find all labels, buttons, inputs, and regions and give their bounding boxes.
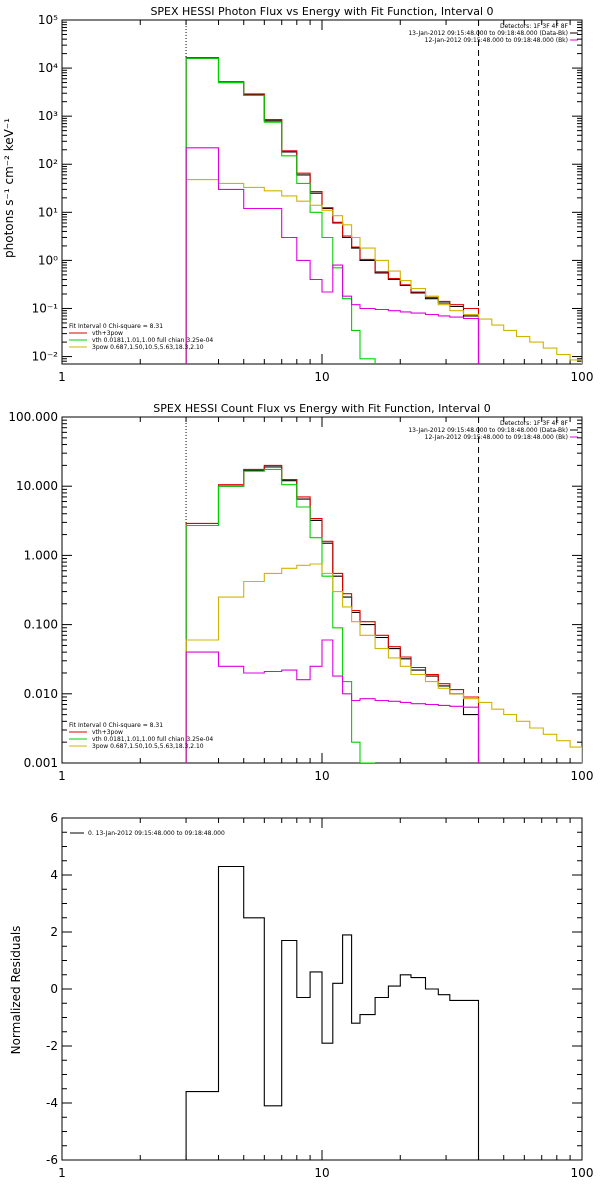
photon-y-tick-label: 10⁰: [38, 253, 58, 267]
resid-legend-entry: 0. 13-Jan-2012 09:15:48.000 to 09:18:48.…: [88, 830, 225, 837]
photon-legend-entry: 3pow 0.687,1.50,10.5,5.63,18.3,2.10: [92, 344, 204, 351]
photon-y-tick-label: 10¹: [38, 205, 58, 219]
photon-y-tick-label: 10⁻¹: [32, 301, 59, 315]
count-series-group: [185, 464, 582, 763]
count-y-tick-label: 10.000: [16, 479, 58, 493]
resid-y-tick-label: 6: [50, 811, 58, 825]
count-series-vth: [185, 468, 376, 763]
photon-series-group: [185, 57, 582, 364]
photon-x-tick-label: 1: [58, 370, 66, 384]
photon-legend-header: Fit Interval 0 Chi-square = 8.31: [69, 323, 163, 330]
count-chart-title: SPEX HESSI Count Flux vs Energy with Fit…: [153, 402, 490, 415]
photon-legend-entry: vth+3pow: [92, 330, 123, 337]
photon-flux-panel: SPEX HESSI Photon Flux vs Energy with Fi…: [2, 5, 593, 384]
photon-y-tick-label: 10²: [38, 157, 58, 171]
photon-series-bk: [185, 147, 480, 364]
count-legend-header: Fit Interval 0 Chi-square = 8.31: [69, 722, 163, 729]
photon-x-tick-label: 100: [571, 370, 594, 384]
resid-y-tick-label: 2: [50, 925, 58, 939]
resid-y-tick-label: 0: [50, 982, 58, 996]
count-y-tick-label: 1.000: [24, 548, 58, 562]
residuals-y-axis-label: Normalized Residuals: [9, 926, 23, 1055]
photon-y-tick-label: 10⁻²: [32, 350, 59, 364]
photon-series-3pow: [185, 179, 582, 364]
resid-x-tick-label: 10: [314, 1166, 329, 1180]
photon-header-line: Detectors: 1F 3F 4F 8F: [500, 23, 569, 30]
resid-x-tick-label: 1: [58, 1166, 66, 1180]
resid-x-tick-label: 100: [571, 1166, 594, 1180]
count-x-tick-label: 1: [58, 769, 66, 783]
resid-series-group: [185, 865, 480, 1160]
count-header-line: 12-Jan-2012 09:15:48.000 to 09:18:48.000…: [425, 434, 568, 441]
photon-y-tick-label: 10⁴: [38, 61, 58, 75]
count-legend-entry: vth 0.0181,1.01,1.00 full chian 3.25e-04: [92, 736, 213, 743]
residuals-panel: Normalized Residuals 1 10 100 -6 -4 -2 0 2 4 6 0. …: [9, 811, 593, 1180]
count-y-tick-label: 0.100: [24, 618, 58, 632]
count-header-line: Detectors: 1F 3F 4F 8F: [500, 420, 569, 427]
resid-y-tick-label: -2: [46, 1039, 58, 1053]
count-flux-panel: SPEX HESSI Count Flux vs Energy with Fit…: [8, 402, 593, 783]
resid-y-tick-label: 4: [50, 868, 58, 882]
photon-series-vth: [185, 57, 376, 364]
count-y-tick-label: 0.010: [24, 687, 58, 701]
count-series-vth-3pow: [185, 464, 480, 763]
resid-y-tick-label: -4: [46, 1096, 58, 1110]
photon-x-tick-label: 10: [314, 370, 329, 384]
count-y-tick-label: 100.000: [8, 410, 58, 424]
photon-header-line: 13-Jan-2012 09:15:48.000 to 09:18:48.000…: [408, 30, 568, 37]
count-series-bk: [185, 639, 480, 763]
resid-series-residuals: [185, 865, 480, 1160]
photon-y-axis-label: photons s⁻¹ cm⁻² keV⁻¹: [2, 118, 16, 258]
count-y-tick-label: 0.001: [24, 756, 58, 770]
count-header-line: 13-Jan-2012 09:15:48.000 to 09:18:48.000…: [408, 427, 568, 434]
photon-y-tick-label: 10⁵: [38, 13, 58, 27]
photon-chart-title: SPEX HESSI Photon Flux vs Energy with Fi…: [150, 5, 493, 18]
resid-y-tick-label: -6: [46, 1153, 58, 1167]
count-x-tick-label: 100: [571, 769, 594, 783]
count-series-3pow: [185, 563, 582, 763]
photon-legend-entry: vth 0.0181,1.01,1.00 full chian 3.25e-04: [92, 337, 213, 344]
count-x-tick-label: 10: [314, 769, 329, 783]
count-legend-entry: 3pow 0.687,1.50,10.5,5.63,18.3,2.10: [92, 743, 204, 750]
count-legend-entry: vth+3pow: [92, 729, 123, 736]
photon-header-line: 12-Jan-2012 09:15:48.000 to 09:18:48.000…: [425, 37, 568, 44]
photon-y-tick-label: 10³: [38, 109, 58, 123]
